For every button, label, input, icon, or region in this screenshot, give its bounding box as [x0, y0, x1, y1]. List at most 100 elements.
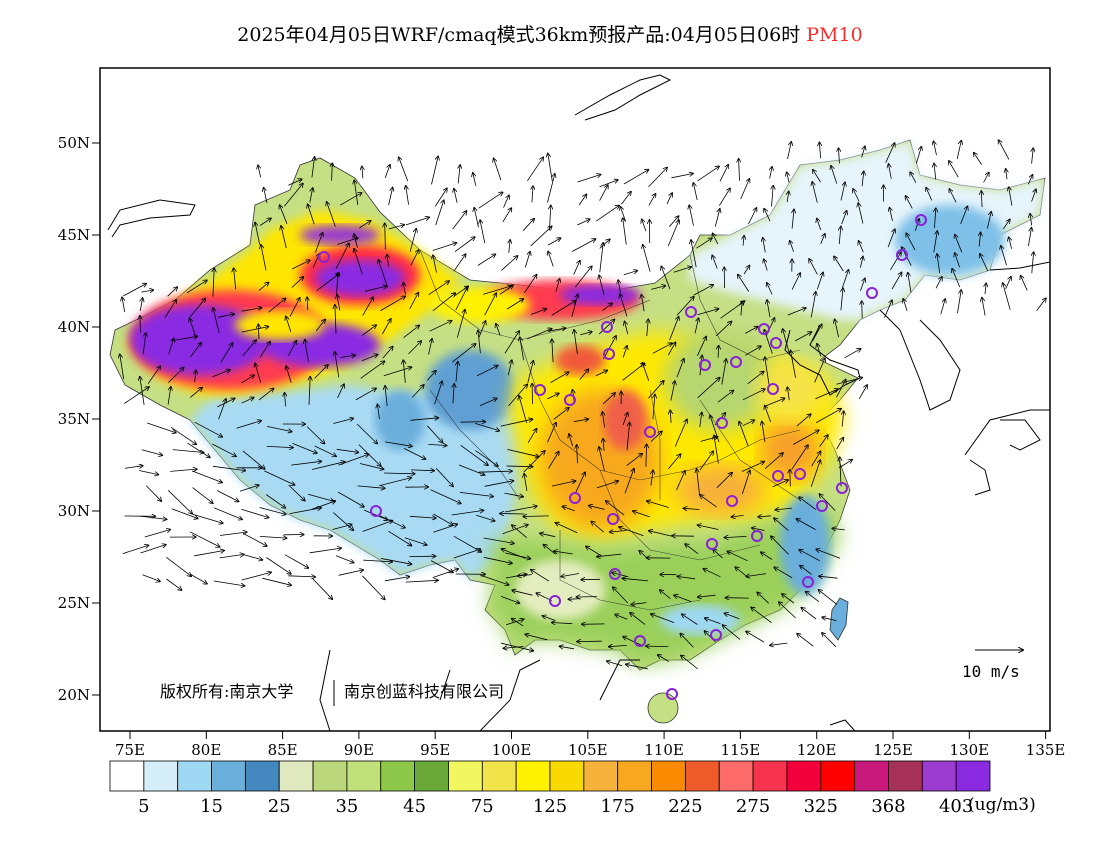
wind-arrow: [797, 519, 816, 530]
wind-arrow: [667, 220, 679, 247]
wind-arrow: [743, 266, 749, 275]
wind-arrow: [287, 341, 296, 356]
wind-arrow: [212, 370, 230, 378]
wind-arrow: [626, 664, 648, 670]
city-marker: [318, 251, 330, 263]
title-main: 2025年04月05日WRF/cmaq模式36km预报产品:04月05日06时: [237, 24, 801, 46]
wind-arrow: [430, 489, 461, 504]
lon-axis: 75E 80E 85E 90E 95E 100E 105E 110E 115E 120E 125E 1…: [115, 731, 1065, 759]
wind-arrow: [503, 647, 524, 649]
wind-arrow: [934, 164, 936, 180]
wind-arrow: [312, 462, 345, 470]
wind-arrow: [646, 444, 647, 467]
wind-arrow: [889, 164, 892, 179]
colorbar-label: 45: [403, 796, 426, 817]
wind-arrow: [599, 180, 618, 188]
wind-arrow: [261, 245, 267, 271]
wind-arrow: [306, 426, 324, 444]
wind-arrow: [719, 165, 728, 182]
lon-tick-label: 110E: [644, 741, 684, 759]
wind-arrow: [714, 209, 720, 227]
wind-arrow: [643, 245, 651, 272]
title-species: PM10: [806, 24, 863, 46]
wind-arrow: [504, 492, 523, 497]
wind-arrow: [952, 269, 961, 288]
copyright-org1: 南京大学: [229, 682, 293, 701]
wind-arrow: [479, 398, 497, 406]
wind-arrow: [264, 470, 294, 485]
wind-arrow: [361, 325, 376, 336]
wind-arrow: [338, 570, 364, 576]
wind-arrow: [791, 273, 800, 290]
wind-arrow: [380, 558, 412, 564]
wind-arrow: [241, 398, 254, 404]
wind-arrow: [885, 143, 895, 163]
wind-arrow: [166, 578, 181, 590]
city-marker: [569, 492, 581, 504]
wind-arrow: [1009, 237, 1012, 249]
wind-arrow: [1030, 214, 1032, 226]
wind-arrow: [455, 287, 468, 311]
wind-arrow: [746, 631, 765, 643]
wind-arrow: [241, 508, 268, 517]
wind-arrow: [935, 208, 936, 229]
wind-arrow: [258, 388, 274, 401]
wind-arrow: [167, 387, 171, 405]
city-marker: [564, 394, 576, 406]
wind-arrow: [140, 545, 166, 554]
city-marker: [802, 576, 814, 588]
colorbar-label: 15: [200, 796, 223, 817]
wind-arrow: [478, 192, 503, 209]
colorbar-swatch: [211, 760, 246, 792]
wind-arrow: [494, 158, 502, 181]
wind-arrow: [741, 302, 742, 316]
wind-arrow: [431, 156, 439, 185]
wind-arrow: [739, 422, 749, 447]
colorbar-label: 25: [268, 796, 291, 817]
wind-arrow: [142, 574, 161, 582]
wind-arrow: [409, 516, 436, 518]
wind-arrow: [774, 518, 789, 531]
wind-arrow: [742, 420, 755, 427]
wind-arrow: [555, 523, 578, 534]
copyright-label: 版权所有:: [160, 682, 229, 701]
wind-arrow: [383, 367, 412, 377]
wind-arrow: [476, 366, 498, 377]
wind-arrow: [903, 299, 908, 312]
wind-arrow: [651, 286, 665, 290]
wind-arrow: [307, 493, 334, 501]
hainan-island: [647, 692, 679, 724]
wind-arrow: [715, 322, 731, 337]
colorbar-swatch: [143, 760, 179, 792]
wind-arrow: [626, 423, 630, 451]
wind-arrow: [552, 481, 575, 487]
wind-arrow: [791, 351, 796, 378]
wind-arrow: [307, 297, 308, 311]
wind-arrow: [266, 446, 293, 447]
wind-arrow: [790, 241, 794, 252]
wind-arrow: [501, 256, 517, 271]
city-marker: [770, 337, 782, 349]
colorbar-swatch: [718, 760, 754, 792]
wind-arrow: [476, 514, 495, 521]
wind-arrow: [596, 481, 618, 489]
wind-arrow: [308, 204, 315, 225]
wind-arrow: [473, 173, 477, 186]
wind-arrow: [360, 361, 385, 379]
wind-arrow: [767, 283, 773, 295]
wind-arrow: [574, 266, 592, 288]
wind-arrow: [309, 188, 313, 203]
wind-arrow: [613, 587, 629, 604]
wind-arrow: [622, 346, 627, 358]
wind-arrow: [741, 462, 764, 472]
wind-arrow: [752, 528, 765, 531]
wind-arrow: [676, 359, 684, 378]
wind-arrow: [560, 646, 575, 649]
colorbar-swatch: [515, 760, 551, 792]
wind-arrow: [354, 234, 358, 248]
wind-arrow: [599, 275, 605, 296]
wind-arrow: [403, 360, 405, 383]
wind-arrow: [530, 309, 547, 315]
wind-arrow: [816, 272, 823, 290]
wind-arrow: [698, 525, 719, 530]
